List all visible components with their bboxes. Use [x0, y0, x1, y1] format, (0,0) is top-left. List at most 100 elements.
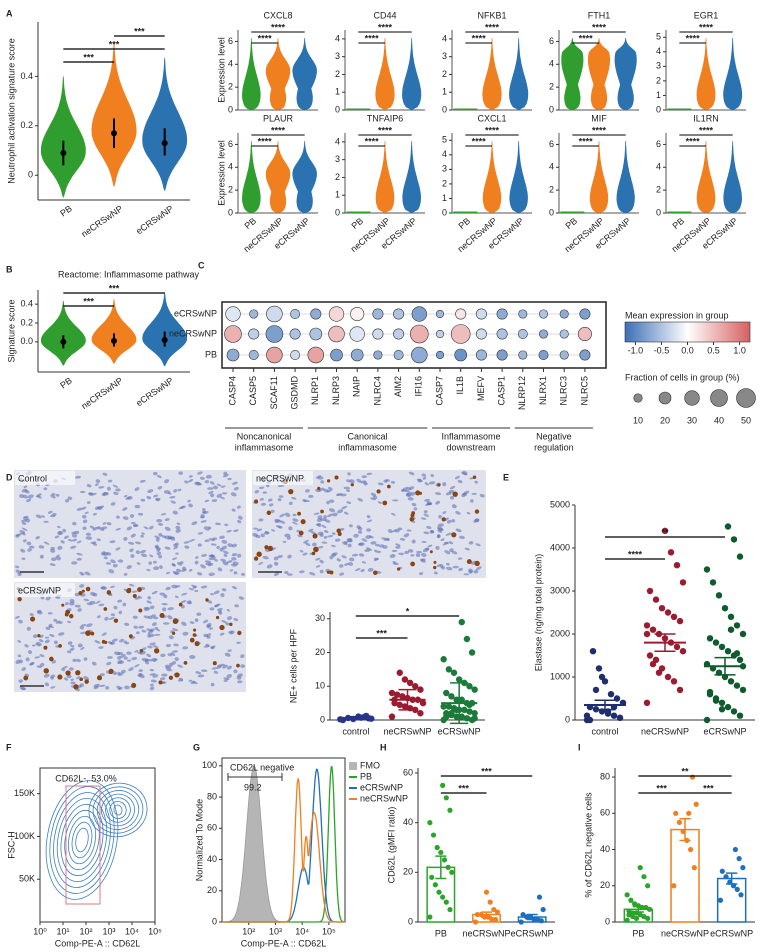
point — [489, 916, 495, 923]
nucleus — [233, 571, 238, 575]
nucleus — [435, 500, 441, 505]
nucleus — [70, 545, 77, 549]
nucleus — [315, 565, 321, 568]
violin — [560, 211, 585, 213]
point — [417, 686, 424, 693]
nucleus — [226, 608, 231, 612]
nucleus — [206, 624, 211, 629]
point — [466, 683, 473, 690]
y-tick-label: 60 — [403, 767, 413, 777]
violin — [453, 211, 478, 213]
nucleus — [311, 542, 317, 547]
point — [661, 527, 669, 534]
nucleus — [347, 543, 352, 548]
dot — [538, 329, 549, 339]
nucleus — [70, 681, 76, 685]
point — [739, 630, 747, 638]
x-tick-label: 10² — [242, 926, 255, 936]
nucleus — [136, 631, 140, 635]
nucleus — [138, 625, 145, 629]
label-bg — [15, 471, 75, 485]
nucleus — [299, 570, 305, 574]
x-tick-label: 10³ — [269, 926, 282, 936]
dot — [538, 309, 549, 319]
nucleus — [340, 493, 347, 497]
dot — [290, 350, 301, 360]
significance-label: **** — [699, 22, 714, 32]
nucleus — [134, 649, 139, 653]
label-bg — [15, 583, 75, 597]
nucleus — [15, 569, 22, 574]
x-tick-label: eCRSwNP — [710, 928, 753, 938]
dot — [577, 326, 592, 342]
nucleus — [167, 607, 175, 611]
violin-base — [617, 52, 634, 110]
nucleus — [370, 492, 377, 497]
dot — [475, 328, 487, 340]
nucleus — [101, 632, 107, 636]
nucleus — [162, 622, 170, 625]
nucleus — [129, 548, 134, 553]
y-tick-label: 2 — [549, 185, 554, 195]
nucleus — [231, 481, 238, 485]
point — [624, 917, 630, 923]
nucleus — [229, 569, 234, 572]
point — [417, 710, 424, 717]
nucleus — [131, 590, 138, 593]
nucleus — [74, 530, 80, 535]
gene-label: NLRC5 — [579, 376, 589, 406]
significance-label: **** — [592, 22, 607, 32]
nucleus — [140, 534, 145, 538]
nucleus — [122, 602, 127, 607]
nucleus — [29, 661, 35, 666]
point — [712, 697, 720, 704]
nucleus — [234, 604, 239, 608]
point — [520, 911, 526, 918]
violin — [667, 108, 692, 110]
nucleus — [40, 596, 45, 600]
nucleus — [197, 674, 205, 678]
point — [494, 909, 501, 915]
nucleus — [236, 505, 241, 509]
nucleus — [62, 665, 68, 669]
nucleus — [231, 586, 238, 590]
y-tick-label: 0 — [656, 104, 661, 114]
nucleus — [55, 493, 60, 497]
point — [540, 906, 546, 913]
dot — [330, 348, 343, 362]
nucleus — [341, 555, 347, 559]
nucleus — [273, 556, 279, 561]
y-tick-label: 5 — [442, 135, 447, 145]
contour — [113, 804, 123, 816]
point — [673, 643, 681, 651]
nucleus — [110, 559, 116, 564]
nucleus — [172, 510, 178, 515]
y-tick-label: 1 — [335, 87, 340, 97]
nucleus — [377, 550, 381, 554]
nucleus — [35, 514, 42, 519]
nucleus — [67, 496, 73, 500]
y-tick-label: 0 — [656, 207, 661, 217]
significance-label: *** — [703, 783, 714, 793]
nucleus — [27, 650, 33, 654]
nucleus — [323, 515, 327, 519]
nucleus — [147, 489, 154, 493]
significance-label: **** — [579, 33, 594, 43]
nucleus — [84, 571, 91, 576]
nucleus — [426, 502, 432, 506]
y-tick-label: 0.4 — [20, 71, 33, 81]
nucleus — [167, 535, 172, 540]
nucleus — [454, 475, 460, 480]
nucleus — [356, 478, 362, 483]
y-axis-label: % of CD62L negative cells — [583, 792, 593, 898]
nucleus — [346, 489, 351, 493]
violin-base — [724, 52, 741, 110]
ne-positive-cell — [237, 630, 242, 636]
group-label: downstream — [447, 442, 496, 452]
nucleus — [266, 564, 273, 569]
nucleus — [153, 566, 160, 571]
nucleus — [395, 543, 401, 547]
nucleus — [323, 535, 328, 539]
nucleus — [442, 511, 447, 514]
ne-positive-cell — [441, 517, 446, 522]
